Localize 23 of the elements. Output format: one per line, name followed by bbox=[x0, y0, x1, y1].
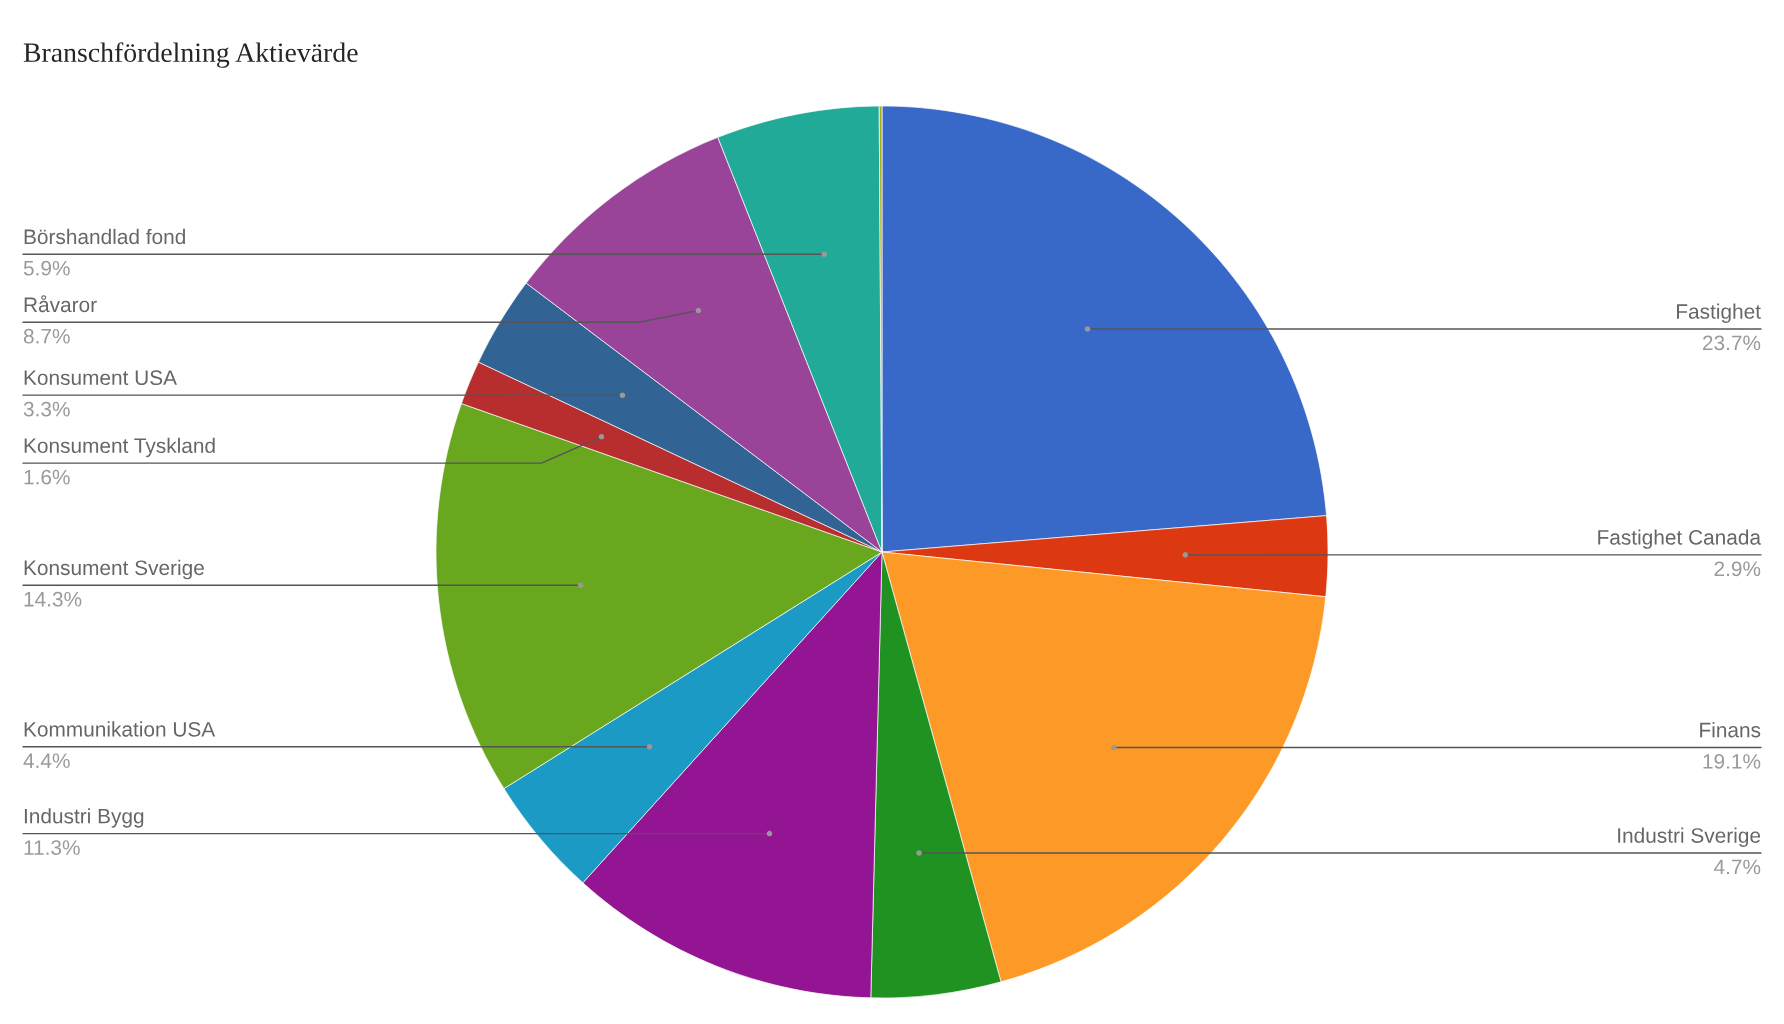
slice-label: Konsument USA bbox=[24, 370, 177, 386]
slice-label: Fastighet bbox=[1677, 303, 1761, 323]
data-label: 2.9% bbox=[1714, 561, 1761, 577]
data-label: 11.3% bbox=[24, 840, 80, 855]
data-label: 23.7% bbox=[1702, 335, 1761, 351]
data-label: 3.3% bbox=[23, 401, 70, 417]
slice-label: Fastighet Canada bbox=[1598, 529, 1762, 549]
slice-label: Börshandlad fond bbox=[24, 228, 185, 245]
slice-label: Konsument Tyskland bbox=[24, 437, 215, 458]
slice-label: Konsument Sverige bbox=[24, 559, 204, 580]
data-label: 1.6% bbox=[24, 469, 70, 485]
data-label: 19.1% bbox=[1703, 754, 1761, 769]
data-label: 8.7% bbox=[23, 328, 70, 344]
slice-label: Industri Bygg bbox=[24, 808, 144, 828]
data-label: 4.4% bbox=[23, 753, 70, 768]
slice-label: Industri Sverige bbox=[1618, 827, 1761, 848]
data-label: 14.3% bbox=[24, 591, 82, 607]
slice-label: Kommunikation USA bbox=[24, 721, 216, 737]
slice-label: Finans bbox=[1700, 722, 1761, 738]
slice-label: Råvaror bbox=[24, 295, 97, 313]
chart-title: Branschfördelning Aktievärde bbox=[23, 42, 358, 68]
data-label: 4.7% bbox=[1713, 859, 1761, 875]
data-label: 5.9% bbox=[23, 260, 70, 276]
